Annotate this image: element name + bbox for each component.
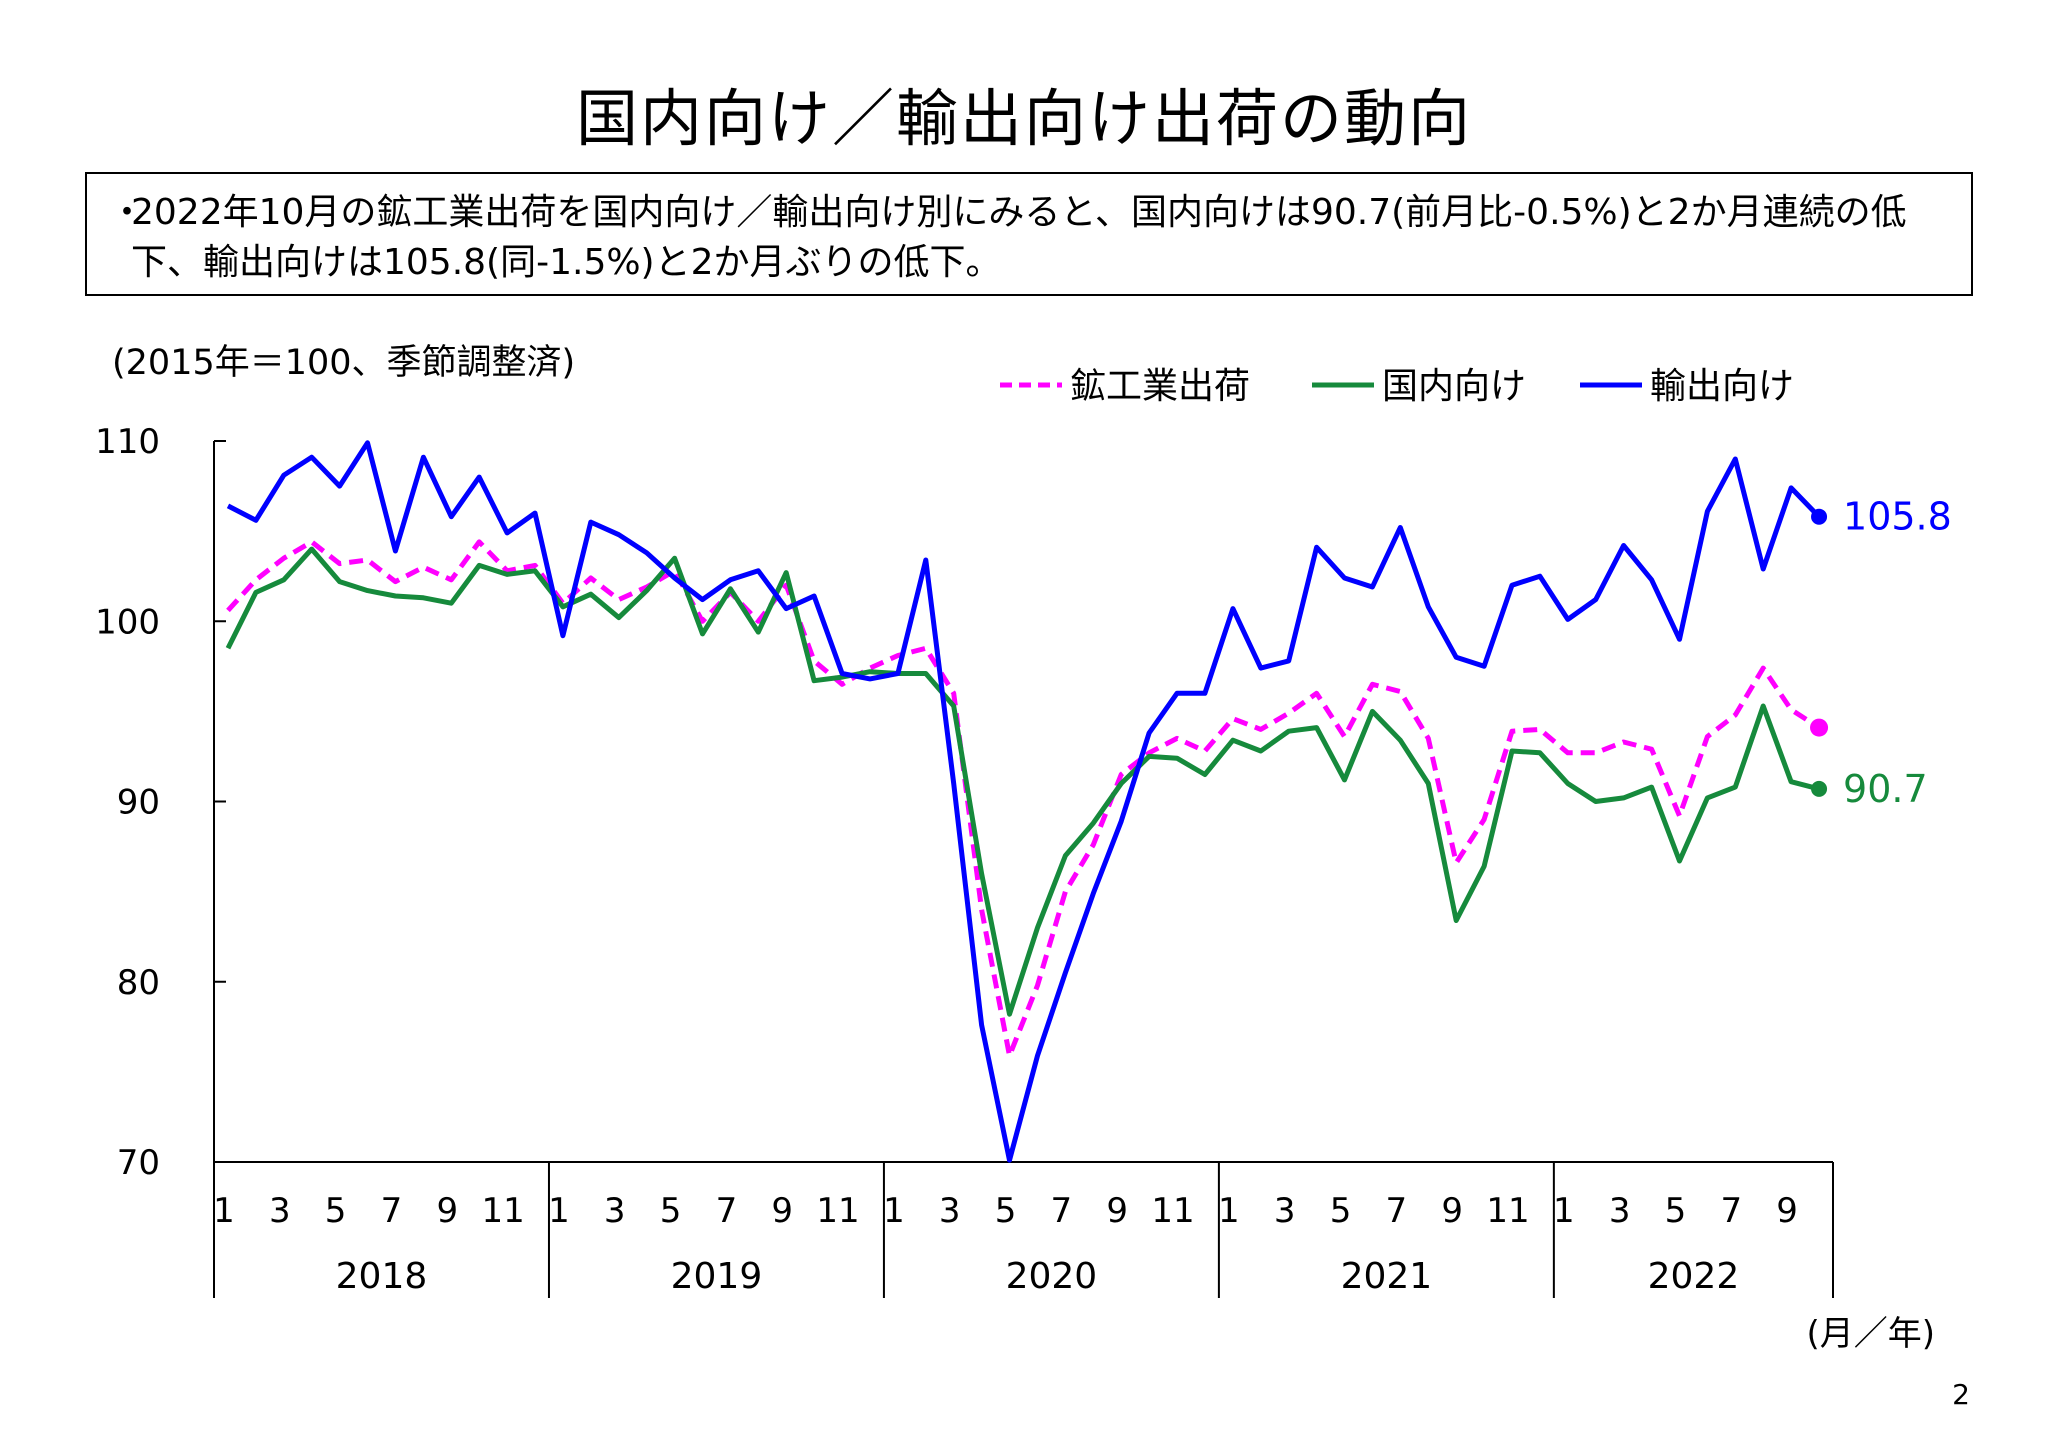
- month-label: 3: [604, 1191, 626, 1231]
- summary-box: ・ 2022年10月の鉱工業出荷を国内向け／輸出向け別にみると、国内向けは90.…: [85, 172, 1973, 296]
- month-label: 9: [1441, 1191, 1463, 1231]
- month-label: 9: [771, 1191, 793, 1231]
- y-tick-label: 70: [117, 1143, 160, 1183]
- month-label: 1: [1218, 1191, 1240, 1231]
- month-label: 11: [1486, 1191, 1529, 1231]
- series-line-total: [226, 539, 1821, 1059]
- month-label: 1: [548, 1191, 570, 1231]
- month-label: 9: [436, 1191, 458, 1231]
- month-label: 5: [1330, 1191, 1352, 1231]
- month-label: 1: [1553, 1191, 1575, 1231]
- unit-note: (2015年＝100、季節調整済): [112, 343, 576, 383]
- month-label: 11: [481, 1191, 524, 1231]
- month-label: 3: [1609, 1191, 1631, 1231]
- month-label: 1: [883, 1191, 905, 1231]
- y-tick-label: 80: [117, 963, 160, 1003]
- summary-bullet: ・: [109, 192, 146, 233]
- series-line-export: [226, 440, 1821, 1163]
- end-marker-domestic: [1811, 780, 1828, 797]
- month-label: 5: [1665, 1191, 1687, 1231]
- month-label: 11: [816, 1191, 859, 1231]
- month-label: 11: [1151, 1191, 1194, 1231]
- month-label: 5: [660, 1191, 682, 1231]
- summary-text: 2022年10月の鉱工業出荷を国内向け／輸出向け別にみると、国内向けは90.7(…: [131, 192, 1907, 283]
- month-label: 1: [213, 1191, 235, 1231]
- month-label: 7: [1720, 1191, 1742, 1231]
- month-label: 3: [1274, 1191, 1296, 1231]
- month-label: 7: [381, 1191, 403, 1231]
- month-label: 9: [1106, 1191, 1128, 1231]
- legend-label-total: 鉱工業出荷: [1070, 366, 1250, 407]
- year-label: 2019: [671, 1256, 763, 1297]
- month-label: 5: [325, 1191, 347, 1231]
- y-tick-label: 90: [117, 783, 160, 823]
- end-marker-export: [1811, 508, 1828, 525]
- y-tick-label: 110: [95, 422, 160, 462]
- month-label: 5: [995, 1191, 1017, 1231]
- page-title: 国内向け／輸出向け出荷の動向: [575, 82, 1472, 155]
- month-label: 3: [269, 1191, 291, 1231]
- legend-label-domestic: 国内向け: [1382, 366, 1526, 407]
- end-label-export: 105.8: [1843, 495, 1952, 539]
- month-label: 9: [1776, 1191, 1798, 1231]
- end-label-domestic: 90.7: [1843, 767, 1928, 811]
- end-marker-total: [1810, 718, 1829, 737]
- legend-label-export: 輸出向け: [1650, 366, 1794, 407]
- year-label: 2021: [1341, 1256, 1433, 1297]
- year-label: 2018: [336, 1256, 428, 1297]
- month-label: 7: [1386, 1191, 1408, 1231]
- month-label: 7: [716, 1191, 738, 1231]
- year-label: 2022: [1648, 1256, 1740, 1297]
- x-unit-label: (月／年): [1806, 1314, 1935, 1354]
- year-label: 2020: [1006, 1256, 1098, 1297]
- month-label: 3: [939, 1191, 961, 1231]
- page-number: 2: [1952, 1378, 1970, 1411]
- series-line-domestic: [225, 546, 1820, 1017]
- y-tick-label: 100: [95, 602, 160, 642]
- month-label: 7: [1051, 1191, 1073, 1231]
